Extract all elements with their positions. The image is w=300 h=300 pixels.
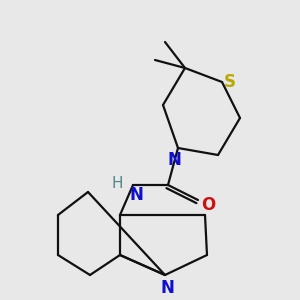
Text: N: N (160, 279, 174, 297)
Text: H: H (111, 176, 123, 190)
Text: N: N (129, 186, 143, 204)
Text: O: O (201, 196, 215, 214)
Text: N: N (167, 151, 181, 169)
Text: S: S (224, 73, 236, 91)
